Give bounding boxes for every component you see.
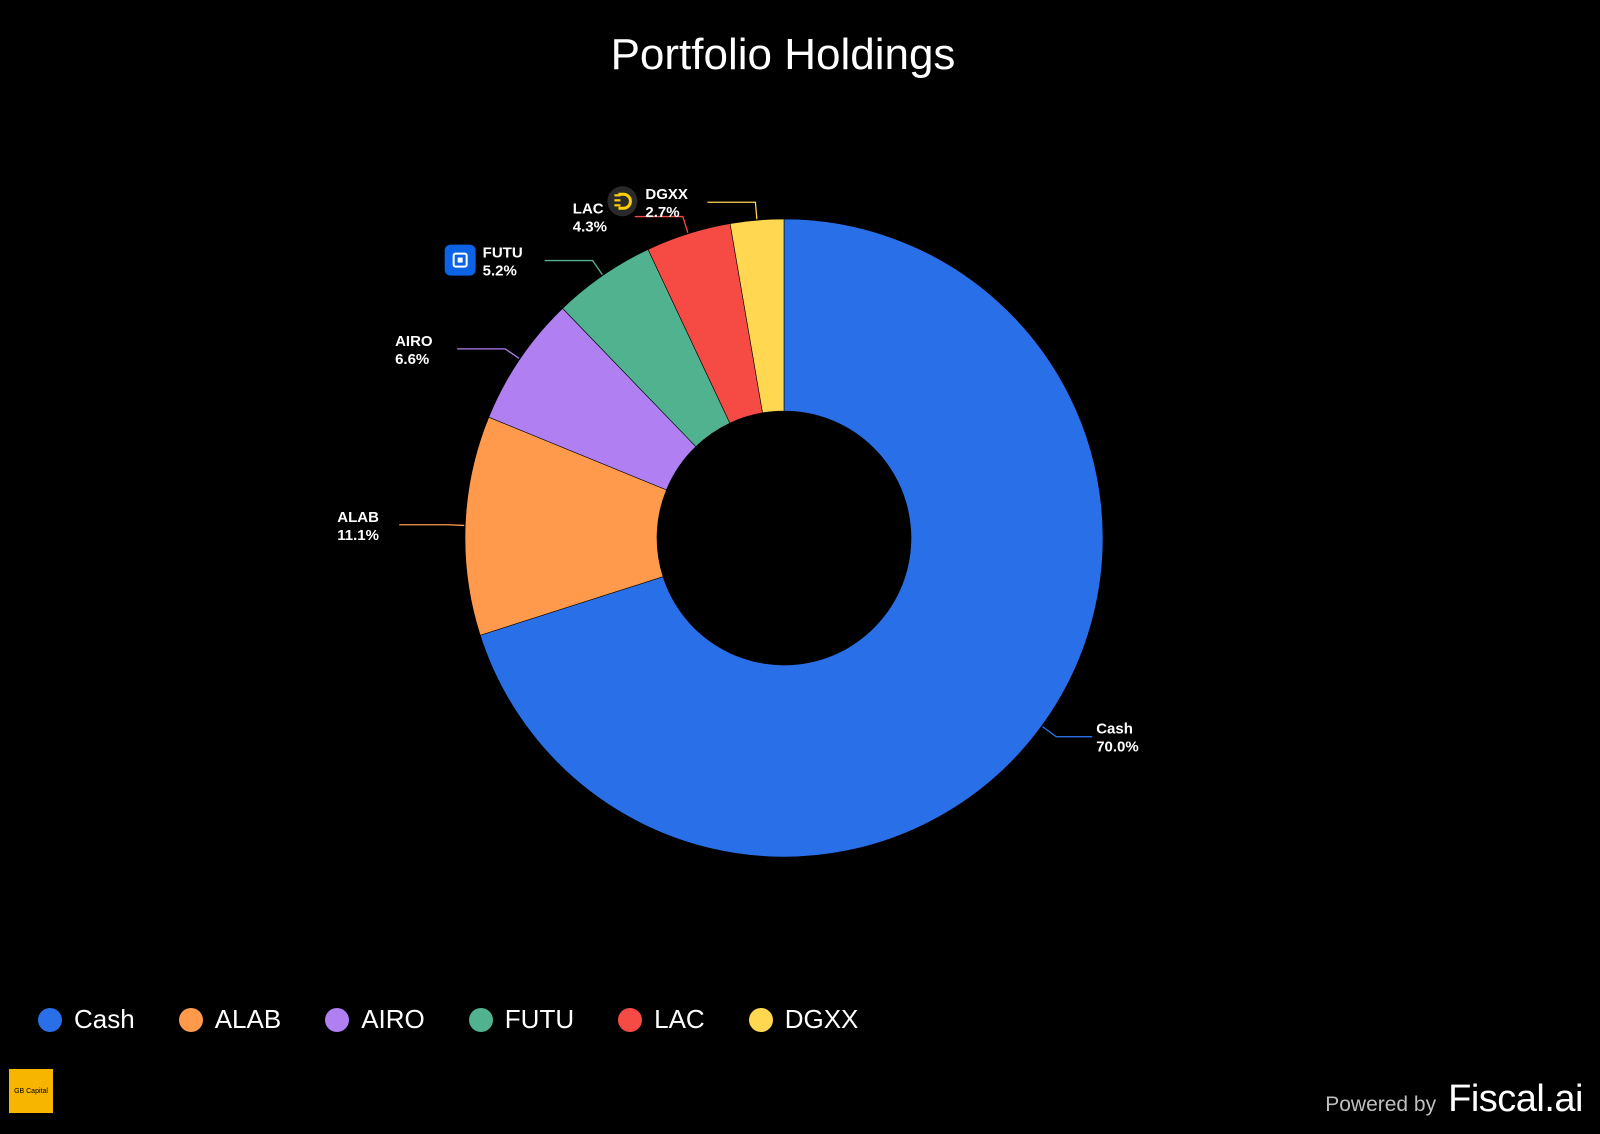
leader-line-lac [634, 215, 689, 233]
leader-line-futu [544, 259, 603, 275]
legend-label: ALAB [214, 1004, 282, 1034]
gb-capital-logo: GB Capital [9, 1069, 53, 1113]
powered-by-text: Powered by [1325, 1093, 1437, 1116]
legend-swatch [178, 1007, 203, 1032]
slice-label-name: LAC [573, 201, 604, 218]
slice-label-value: 6.6% [395, 351, 429, 368]
legend-swatch [38, 1007, 62, 1032]
legend-item-airo[interactable]: AIRO [325, 1004, 425, 1035]
donut-slices [464, 218, 1104, 858]
slice-label-name: Cash [1096, 721, 1133, 738]
slice-dgxx[interactable] [729, 218, 785, 414]
slice-label-value: 2.7% [645, 204, 679, 221]
legend-label: AIRO [361, 1004, 425, 1034]
legend-label: FUTU [504, 1004, 575, 1034]
slice-label-value: 11.1% [337, 527, 379, 544]
leader-line-alab [399, 524, 465, 527]
dgxx-logo-mark [618, 192, 632, 210]
dgxx-logo-bar [614, 199, 621, 202]
slice-label-value: 70.0% [1096, 739, 1139, 756]
leader-line-airo [457, 348, 520, 359]
leader-line-cash [1042, 726, 1093, 738]
fiscal-ai-brand: Fiscal.ai [1448, 1078, 1583, 1120]
slice-label-name: ALAB [337, 509, 379, 526]
dgxx-logo-icon [607, 186, 638, 217]
futu-logo-mark [452, 252, 468, 268]
powered-by-attribution[interactable]: Powered by Fiscal.ai [1325, 1078, 1583, 1121]
legend-item-dgxx[interactable]: DGXX [748, 1004, 859, 1035]
legend-label: DGXX [784, 1004, 859, 1034]
dgxx-logo-bar [614, 194, 621, 197]
legend-item-futu[interactable]: FUTU [468, 1004, 575, 1035]
legend-label: Cash [74, 1004, 135, 1034]
legend-item-lac[interactable]: LAC [618, 1004, 705, 1035]
label-leader-lines [399, 201, 1093, 738]
legend-swatch [468, 1007, 493, 1032]
gb-capital-logo-text: GB Capital [14, 1087, 48, 1095]
slice-label-value: 4.3% [573, 219, 607, 236]
slice-label-name: FUTU [483, 245, 523, 262]
slice-label-name: AIRO [395, 333, 433, 350]
legend-label: LAC [654, 1004, 705, 1034]
slice-label-name: DGXX [645, 186, 688, 203]
futu-logo-dot [457, 257, 463, 263]
legend-item-cash[interactable]: Cash [38, 1004, 135, 1035]
legend-swatch [618, 1007, 643, 1032]
legend-swatch [748, 1007, 773, 1032]
slice-alab[interactable] [464, 416, 667, 636]
dgxx-logo-bar [614, 204, 621, 207]
chart-title: Portfolio Holdings [610, 30, 956, 79]
leader-line-dgxx [707, 201, 758, 220]
slice-label-value: 5.2% [483, 263, 517, 280]
chart-legend: Cash ALAB AIRO FUTU LAC DGXX [38, 1004, 902, 1035]
slice-cash[interactable] [479, 218, 1104, 858]
legend-item-alab[interactable]: ALAB [178, 1004, 282, 1035]
legend-swatch [325, 1007, 350, 1032]
